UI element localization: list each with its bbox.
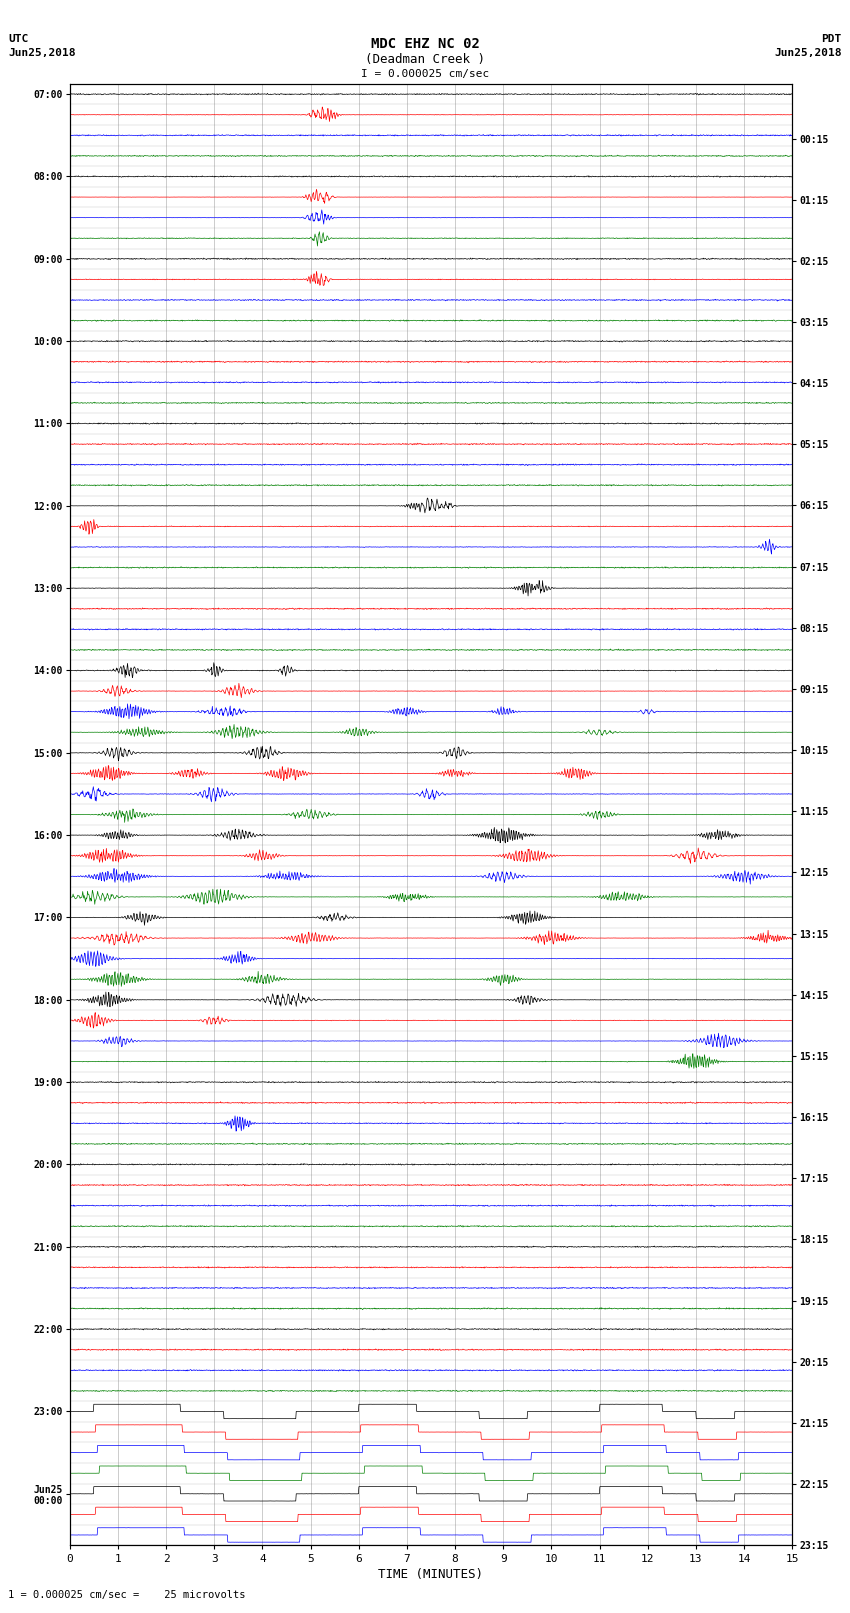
X-axis label: TIME (MINUTES): TIME (MINUTES)	[378, 1568, 484, 1581]
Text: I = 0.000025 cm/sec: I = 0.000025 cm/sec	[361, 69, 489, 79]
Text: Jun25,2018: Jun25,2018	[774, 48, 842, 58]
Text: PDT: PDT	[821, 34, 842, 44]
Text: (Deadman Creek ): (Deadman Creek )	[365, 53, 485, 66]
Text: Jun25,2018: Jun25,2018	[8, 48, 76, 58]
Text: 1 = 0.000025 cm/sec =    25 microvolts: 1 = 0.000025 cm/sec = 25 microvolts	[8, 1590, 246, 1600]
Text: MDC EHZ NC 02: MDC EHZ NC 02	[371, 37, 479, 52]
Text: UTC: UTC	[8, 34, 29, 44]
